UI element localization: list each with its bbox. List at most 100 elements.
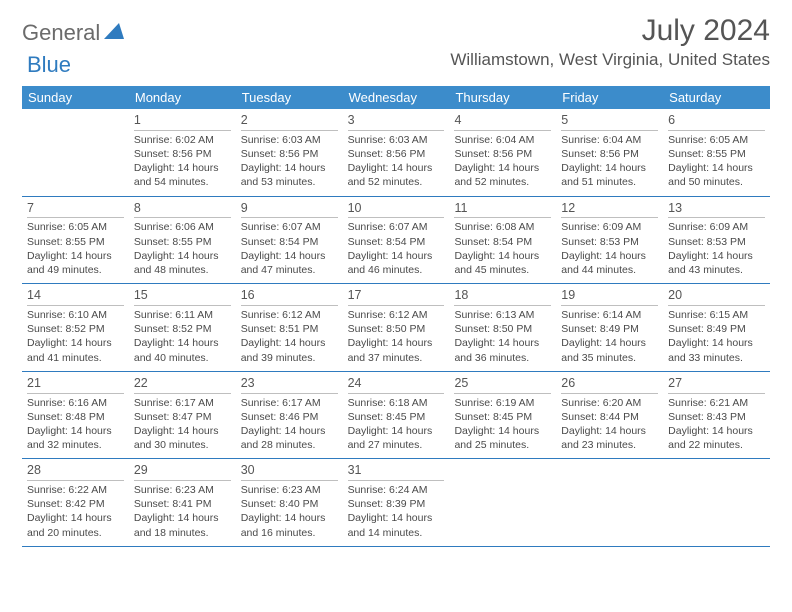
- daylight-line: Daylight: 14 hours and 25 minutes.: [454, 424, 551, 452]
- day-number: 24: [348, 375, 445, 394]
- daylight-line: Daylight: 14 hours and 45 minutes.: [454, 249, 551, 277]
- day-cell-24: 24Sunrise: 6:18 AMSunset: 8:45 PMDayligh…: [343, 372, 450, 459]
- sunrise-line: Sunrise: 6:15 AM: [668, 308, 765, 322]
- day-number: 8: [134, 200, 231, 219]
- sunrise-line: Sunrise: 6:02 AM: [134, 133, 231, 147]
- day-number: 11: [454, 200, 551, 219]
- sunrise-line: Sunrise: 6:09 AM: [668, 220, 765, 234]
- day-cell-15: 15Sunrise: 6:11 AMSunset: 8:52 PMDayligh…: [129, 284, 236, 371]
- sunset-line: Sunset: 8:54 PM: [241, 235, 338, 249]
- sunrise-line: Sunrise: 6:05 AM: [668, 133, 765, 147]
- day-cell-16: 16Sunrise: 6:12 AMSunset: 8:51 PMDayligh…: [236, 284, 343, 371]
- day-cell-26: 26Sunrise: 6:20 AMSunset: 8:44 PMDayligh…: [556, 372, 663, 459]
- daylight-line: Daylight: 14 hours and 28 minutes.: [241, 424, 338, 452]
- sunrise-line: Sunrise: 6:13 AM: [454, 308, 551, 322]
- sunset-line: Sunset: 8:45 PM: [348, 410, 445, 424]
- daylight-line: Daylight: 14 hours and 33 minutes.: [668, 336, 765, 364]
- day-number: 31: [348, 462, 445, 481]
- sunrise-line: Sunrise: 6:19 AM: [454, 396, 551, 410]
- daylight-line: Daylight: 14 hours and 52 minutes.: [454, 161, 551, 189]
- daylight-line: Daylight: 14 hours and 36 minutes.: [454, 336, 551, 364]
- daylight-line: Daylight: 14 hours and 14 minutes.: [348, 511, 445, 539]
- month-title: July 2024: [450, 14, 770, 48]
- sunrise-line: Sunrise: 6:07 AM: [348, 220, 445, 234]
- day-header-wednesday: Wednesday: [343, 86, 450, 109]
- sunrise-line: Sunrise: 6:24 AM: [348, 483, 445, 497]
- day-cell-1: 1Sunrise: 6:02 AMSunset: 8:56 PMDaylight…: [129, 109, 236, 196]
- day-cell-21: 21Sunrise: 6:16 AMSunset: 8:48 PMDayligh…: [22, 372, 129, 459]
- day-cell-8: 8Sunrise: 6:06 AMSunset: 8:55 PMDaylight…: [129, 197, 236, 284]
- day-number: 7: [27, 200, 124, 219]
- day-cell-29: 29Sunrise: 6:23 AMSunset: 8:41 PMDayligh…: [129, 459, 236, 546]
- sunset-line: Sunset: 8:42 PM: [27, 497, 124, 511]
- logo: General: [22, 14, 126, 46]
- day-cell-31: 31Sunrise: 6:24 AMSunset: 8:39 PMDayligh…: [343, 459, 450, 546]
- sunset-line: Sunset: 8:52 PM: [27, 322, 124, 336]
- day-cell-6: 6Sunrise: 6:05 AMSunset: 8:55 PMDaylight…: [663, 109, 770, 196]
- sunrise-line: Sunrise: 6:23 AM: [134, 483, 231, 497]
- sunrise-line: Sunrise: 6:11 AM: [134, 308, 231, 322]
- sunrise-line: Sunrise: 6:03 AM: [241, 133, 338, 147]
- sunrise-line: Sunrise: 6:12 AM: [348, 308, 445, 322]
- daylight-line: Daylight: 14 hours and 18 minutes.: [134, 511, 231, 539]
- week-row: .1Sunrise: 6:02 AMSunset: 8:56 PMDayligh…: [22, 109, 770, 197]
- day-number: 9: [241, 200, 338, 219]
- day-number: 1: [134, 112, 231, 131]
- day-cell-25: 25Sunrise: 6:19 AMSunset: 8:45 PMDayligh…: [449, 372, 556, 459]
- day-number: 25: [454, 375, 551, 394]
- sunset-line: Sunset: 8:53 PM: [561, 235, 658, 249]
- sunset-line: Sunset: 8:53 PM: [668, 235, 765, 249]
- sunrise-line: Sunrise: 6:14 AM: [561, 308, 658, 322]
- sunset-line: Sunset: 8:50 PM: [454, 322, 551, 336]
- sunset-line: Sunset: 8:52 PM: [134, 322, 231, 336]
- sunset-line: Sunset: 8:48 PM: [27, 410, 124, 424]
- day-cell-11: 11Sunrise: 6:08 AMSunset: 8:54 PMDayligh…: [449, 197, 556, 284]
- empty-cell: .: [663, 459, 770, 546]
- day-cell-20: 20Sunrise: 6:15 AMSunset: 8:49 PMDayligh…: [663, 284, 770, 371]
- location-text: Williamstown, West Virginia, United Stat…: [450, 50, 770, 70]
- daylight-line: Daylight: 14 hours and 30 minutes.: [134, 424, 231, 452]
- sunset-line: Sunset: 8:54 PM: [348, 235, 445, 249]
- daylight-line: Daylight: 14 hours and 20 minutes.: [27, 511, 124, 539]
- sunrise-line: Sunrise: 6:09 AM: [561, 220, 658, 234]
- daylight-line: Daylight: 14 hours and 44 minutes.: [561, 249, 658, 277]
- day-number: 23: [241, 375, 338, 394]
- sunset-line: Sunset: 8:56 PM: [241, 147, 338, 161]
- day-number: 4: [454, 112, 551, 131]
- sunrise-line: Sunrise: 6:10 AM: [27, 308, 124, 322]
- sunset-line: Sunset: 8:55 PM: [27, 235, 124, 249]
- daylight-line: Daylight: 14 hours and 32 minutes.: [27, 424, 124, 452]
- sunrise-line: Sunrise: 6:17 AM: [134, 396, 231, 410]
- day-number: 16: [241, 287, 338, 306]
- daylight-line: Daylight: 14 hours and 40 minutes.: [134, 336, 231, 364]
- day-cell-7: 7Sunrise: 6:05 AMSunset: 8:55 PMDaylight…: [22, 197, 129, 284]
- daylight-line: Daylight: 14 hours and 53 minutes.: [241, 161, 338, 189]
- sunset-line: Sunset: 8:55 PM: [134, 235, 231, 249]
- day-header-tuesday: Tuesday: [236, 86, 343, 109]
- sunrise-line: Sunrise: 6:23 AM: [241, 483, 338, 497]
- daylight-line: Daylight: 14 hours and 54 minutes.: [134, 161, 231, 189]
- week-row: 21Sunrise: 6:16 AMSunset: 8:48 PMDayligh…: [22, 372, 770, 460]
- triangle-icon: [104, 23, 124, 44]
- daylight-line: Daylight: 14 hours and 23 minutes.: [561, 424, 658, 452]
- day-cell-30: 30Sunrise: 6:23 AMSunset: 8:40 PMDayligh…: [236, 459, 343, 546]
- sunrise-line: Sunrise: 6:17 AM: [241, 396, 338, 410]
- empty-cell: .: [22, 109, 129, 196]
- sunset-line: Sunset: 8:44 PM: [561, 410, 658, 424]
- sunset-line: Sunset: 8:56 PM: [561, 147, 658, 161]
- sunrise-line: Sunrise: 6:07 AM: [241, 220, 338, 234]
- logo-text-general: General: [22, 20, 100, 46]
- sunset-line: Sunset: 8:56 PM: [348, 147, 445, 161]
- sunset-line: Sunset: 8:54 PM: [454, 235, 551, 249]
- day-header-saturday: Saturday: [663, 86, 770, 109]
- daylight-line: Daylight: 14 hours and 43 minutes.: [668, 249, 765, 277]
- day-number: 3: [348, 112, 445, 131]
- daylight-line: Daylight: 14 hours and 46 minutes.: [348, 249, 445, 277]
- sunset-line: Sunset: 8:49 PM: [561, 322, 658, 336]
- day-cell-22: 22Sunrise: 6:17 AMSunset: 8:47 PMDayligh…: [129, 372, 236, 459]
- sunset-line: Sunset: 8:55 PM: [668, 147, 765, 161]
- week-row: 28Sunrise: 6:22 AMSunset: 8:42 PMDayligh…: [22, 459, 770, 547]
- daylight-line: Daylight: 14 hours and 47 minutes.: [241, 249, 338, 277]
- day-cell-19: 19Sunrise: 6:14 AMSunset: 8:49 PMDayligh…: [556, 284, 663, 371]
- day-header-friday: Friday: [556, 86, 663, 109]
